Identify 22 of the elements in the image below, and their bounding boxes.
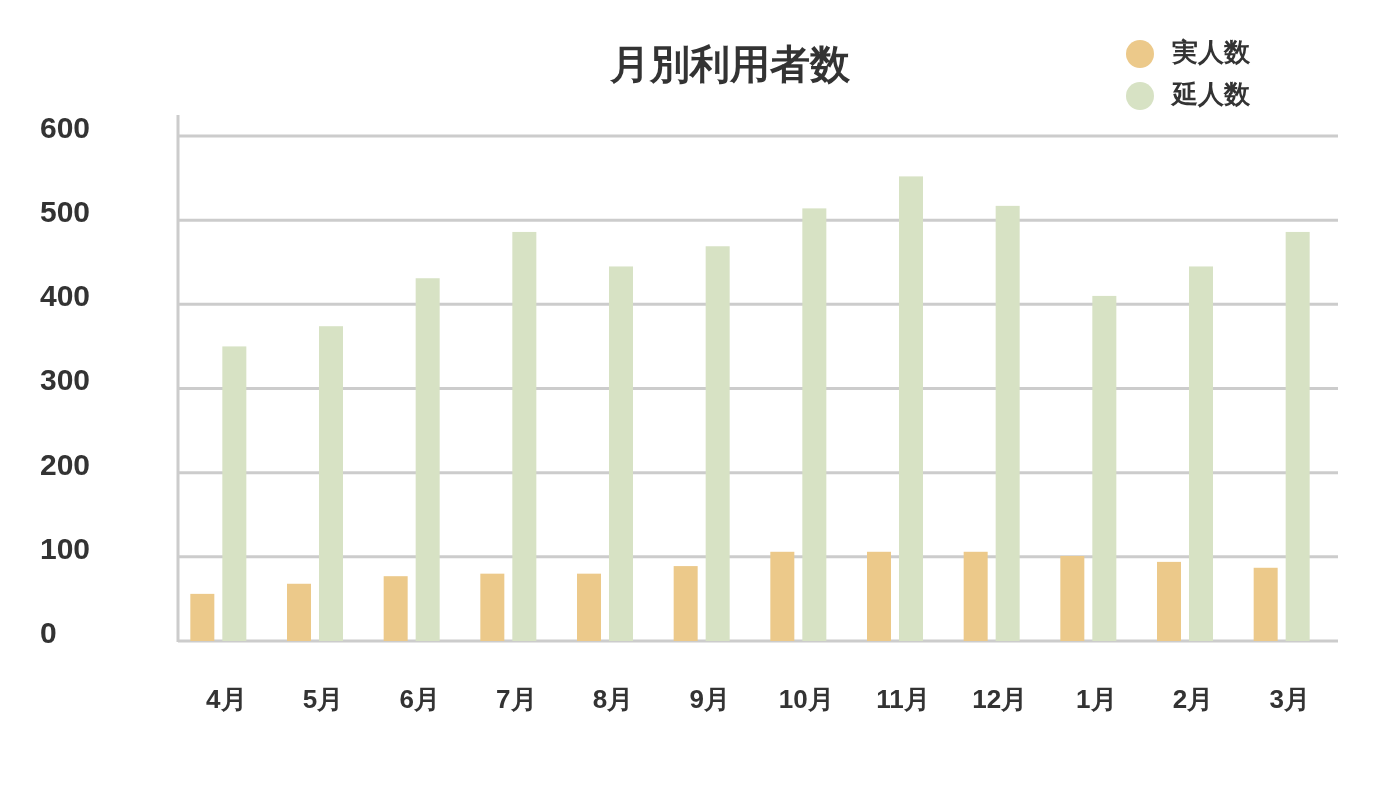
x-tick-label: 10月: [778, 684, 834, 714]
y-tick-label: 300: [40, 363, 91, 397]
x-tick-label: 1月: [1076, 684, 1117, 714]
y-tick-label: 500: [40, 195, 91, 229]
y-tick-label: 600: [40, 110, 91, 144]
y-tick-label: 100: [40, 531, 91, 565]
x-tick-label: 6月: [399, 684, 440, 714]
legend-label: 実人数: [1171, 36, 1251, 67]
x-tick-label: 8月: [592, 684, 634, 714]
chart-title: 月別利用者数: [609, 42, 851, 86]
legend-label: 延人数: [1170, 78, 1251, 109]
x-tick-label: 5月: [302, 684, 344, 714]
x-tick-label: 11月: [876, 684, 930, 714]
x-tick-label: 12月: [972, 684, 1028, 714]
x-tick-label: 7月: [496, 684, 537, 714]
y-tick-label: 200: [40, 447, 91, 481]
x-tick-label: 2月: [1172, 684, 1214, 714]
y-tick-label: 400: [40, 279, 91, 313]
y-tick-label: 0: [40, 615, 57, 649]
x-tick-label: 9月: [689, 684, 730, 714]
x-tick-label: 4月: [206, 684, 247, 714]
x-tick-label: 3月: [1269, 684, 1310, 714]
